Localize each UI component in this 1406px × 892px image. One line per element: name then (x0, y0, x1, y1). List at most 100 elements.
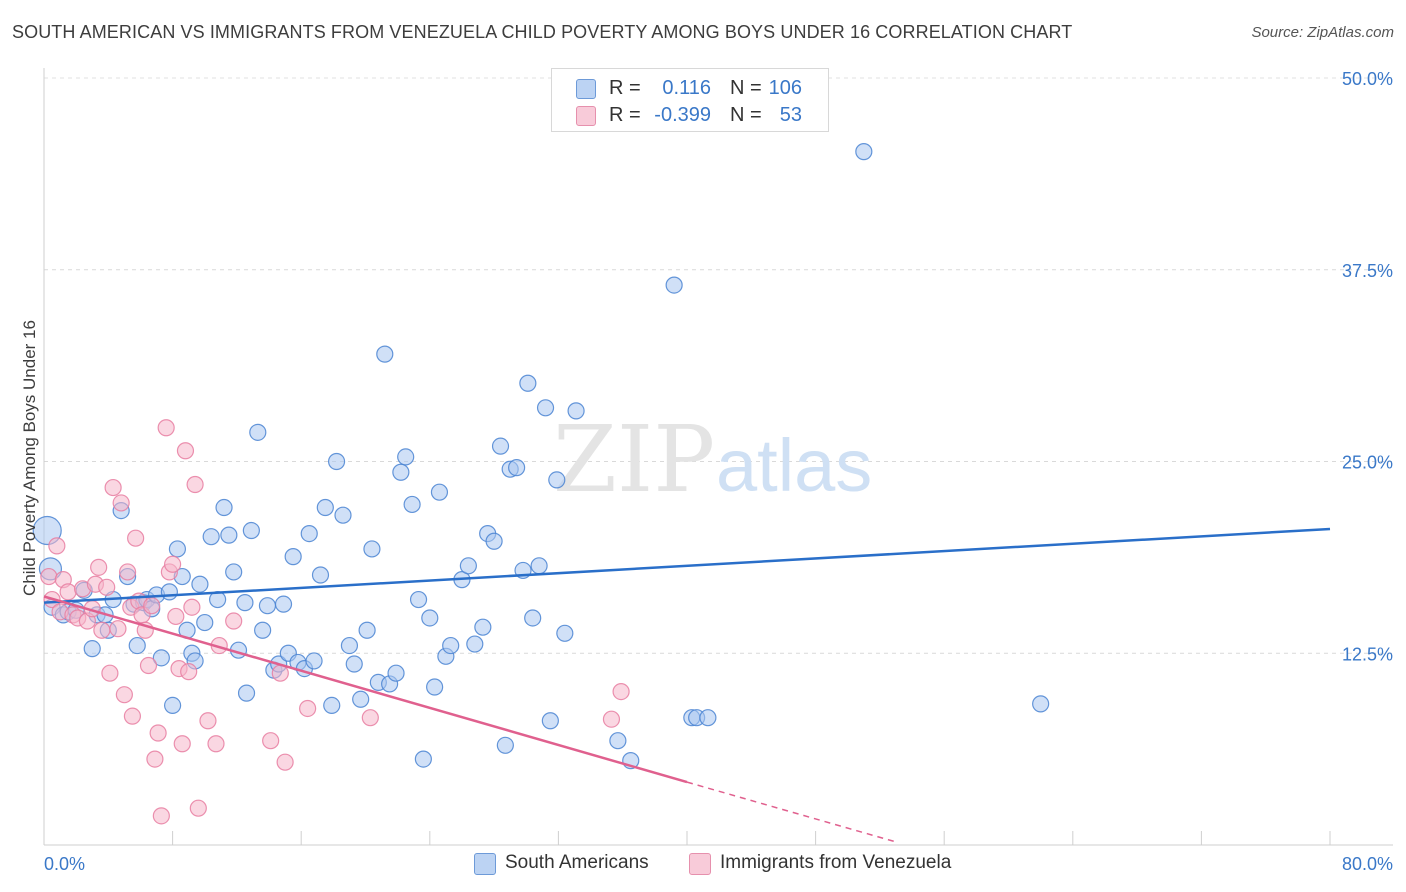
data-point (127, 529, 145, 547)
trend-line-south-americans (43, 527, 1331, 604)
data-point (459, 557, 477, 575)
data-point (485, 532, 503, 550)
data-point (524, 609, 542, 627)
source-label: Source: ZipAtlas.com (1251, 24, 1394, 41)
data-point (225, 612, 243, 630)
data-point (376, 345, 394, 363)
watermark-zip: ZIP (553, 406, 715, 513)
data-point (152, 807, 170, 825)
data-point (199, 712, 217, 730)
data-point (323, 696, 341, 715)
r-value: -0.399 (654, 104, 711, 126)
data-point (186, 475, 204, 494)
watermark-atlas: atlas (716, 424, 872, 507)
data-point (167, 607, 185, 626)
stats-row-immigrants-from-venezuela: R = -0.399 N = 53 (552, 102, 828, 128)
data-point (183, 598, 201, 616)
trend-line-immigrants-from-venezuela (43, 595, 688, 784)
data-point (143, 597, 161, 615)
r-value: 0.116 (662, 77, 711, 99)
data-point (548, 471, 566, 489)
data-point (139, 656, 158, 675)
stats-swatch-blue (576, 79, 596, 99)
watermark: ZIP atlas (553, 406, 872, 513)
trend-lines (43, 527, 1331, 843)
data-point (93, 621, 111, 639)
data-point (128, 636, 146, 655)
data-point (665, 276, 683, 294)
data-point (173, 735, 191, 753)
stats-row-south-americans: R = 0.116 N = 106 (552, 75, 828, 101)
data-point (225, 563, 243, 581)
data-point (276, 753, 294, 771)
data-point (83, 640, 101, 658)
data-point (146, 750, 164, 768)
r-label: R = (609, 104, 641, 126)
data-point (249, 423, 267, 441)
data-point (220, 526, 238, 544)
data-point (90, 558, 108, 576)
chart-title: SOUTH AMERICAN VS IMMIGRANTS FROM VENEZU… (12, 22, 1073, 42)
data-point (207, 735, 225, 753)
x-tick-label: 80.0% (1342, 854, 1393, 874)
data-point (496, 736, 514, 754)
data-point (191, 575, 209, 593)
data-point (426, 678, 444, 696)
data-point (59, 583, 77, 601)
data-point (855, 143, 873, 161)
trend-line-extension (686, 781, 897, 843)
data-point (149, 724, 167, 742)
x-tick-label: 0.0% (44, 854, 85, 874)
data-point (242, 521, 260, 540)
data-point (612, 682, 630, 701)
data-point (363, 540, 381, 558)
data-point (115, 686, 133, 704)
data-point (215, 498, 233, 517)
legend-swatch-pink (689, 853, 711, 875)
data-point (392, 463, 410, 481)
data-point (274, 595, 293, 613)
data-point (403, 495, 421, 514)
data-point (254, 621, 272, 639)
data-point (180, 663, 198, 681)
data-point (334, 506, 352, 524)
y-tick-label: 25.0% (1342, 453, 1393, 473)
data-point (48, 537, 66, 555)
data-point (361, 709, 379, 727)
data-point (474, 618, 492, 636)
data-point (284, 548, 302, 566)
data-point (202, 528, 220, 546)
data-point (112, 494, 130, 512)
y-tick-label: 12.5% (1342, 644, 1393, 664)
legend-swatch-blue (474, 853, 496, 875)
axes (43, 68, 1393, 846)
data-point (118, 563, 137, 581)
data-point (556, 624, 574, 642)
data-point (491, 437, 510, 455)
data-point (157, 419, 175, 437)
data-point (316, 498, 334, 517)
data-point (305, 652, 323, 670)
n-value: 53 (779, 104, 802, 126)
data-point (609, 732, 627, 750)
y-tick-label: 37.5% (1342, 261, 1393, 281)
data-point (387, 664, 405, 682)
data-point (352, 690, 370, 708)
data-point (541, 712, 559, 730)
data-point (237, 684, 256, 702)
data-point (442, 636, 460, 655)
data-point (536, 399, 555, 417)
n-label: N = (730, 104, 762, 126)
data-point (98, 578, 116, 596)
data-point (164, 696, 182, 715)
data-point (421, 609, 439, 627)
data-point (189, 799, 207, 817)
tick-labels: 12.5% 25.0% 37.5% 50.0% 0.0% 80.0% Child Pover… (20, 69, 1393, 874)
data-point (299, 699, 317, 718)
data-point (236, 594, 254, 612)
n-label: N = (730, 77, 762, 99)
grid-lines (44, 77, 1393, 654)
data-point (109, 620, 127, 638)
data-point (32, 515, 62, 546)
